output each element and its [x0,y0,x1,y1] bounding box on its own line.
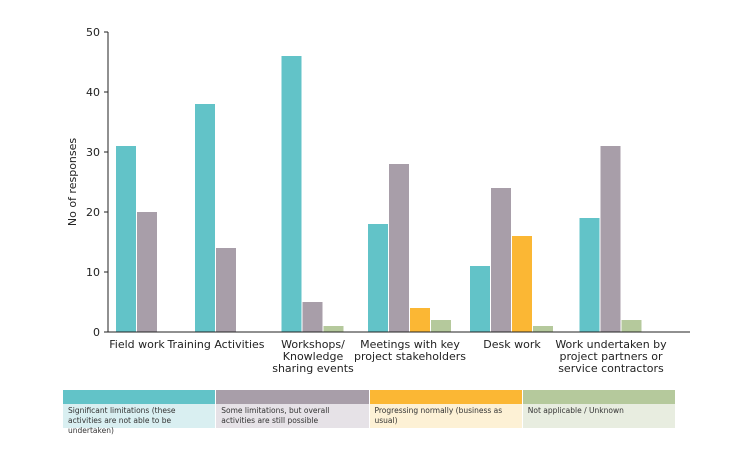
legend-swatch [216,390,369,404]
legend-label: Some limitations, but overall activities… [216,404,369,428]
x-tick-label: Meetings with key project stakeholders [354,338,466,363]
bar [137,212,157,332]
bar [512,236,532,332]
x-tick-label: Workshops/Knowledge sharing events [272,338,354,375]
x-tick-label: Training Activities [166,338,264,351]
bar [470,266,490,332]
y-axis-label: No of responses [66,138,79,227]
y-tick-label: 30 [86,146,100,159]
bar [216,248,236,332]
bar [323,326,344,332]
legend-label: Significant limitations (these activitie… [63,404,216,435]
y-tick-label: 40 [86,86,100,99]
y-tick-label: 0 [93,326,100,339]
legend-item: Progressing normally (business as usual) [369,390,523,428]
chart: No of responses 0 10 20 30 40 50 Field work Tra… [66,26,690,375]
legend-label: Not applicable / Unknown [522,404,675,428]
bar [302,302,323,332]
y-tick-label: 10 [86,266,100,279]
bar [389,164,409,332]
legend-swatch [522,390,675,404]
bar [195,104,215,332]
legend-swatch [369,390,522,404]
legend-label: Progressing normally (business as usual) [369,404,522,428]
bar [116,146,136,332]
bar [281,56,302,332]
bar [579,218,600,332]
legend-swatch [63,390,216,404]
legend-item: Significant limitations (these activitie… [63,390,217,435]
bar [600,146,621,332]
legend: Significant limitations (these activitie… [63,390,676,435]
bar [368,224,388,332]
bar [431,320,451,332]
bar [621,320,642,332]
x-tick-label: Desk work [483,338,541,351]
x-tick-label: Work undertaken by project partners or ser… [555,338,667,375]
y-tick-label: 20 [86,206,100,219]
bar [533,326,553,332]
legend-item: Not applicable / Unknown [522,390,676,428]
x-tick-label: Field work [109,338,165,351]
legend-item: Some limitations, but overall activities… [216,390,370,428]
bar [491,188,511,332]
y-tick-label: 50 [86,26,100,39]
bar [410,308,430,332]
